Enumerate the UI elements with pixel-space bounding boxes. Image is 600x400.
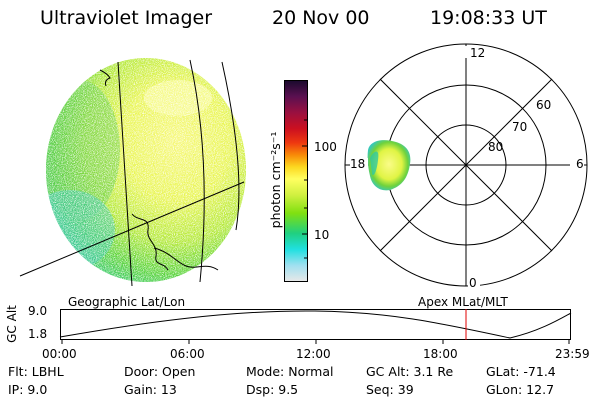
geographic-longitude: GLon: 12.7	[486, 382, 555, 397]
sequence-value: Seq: 39	[366, 382, 414, 397]
door-status: Door: Open	[124, 364, 196, 379]
timeline-xtick-1200: 12:00	[296, 347, 331, 361]
gain-value: Gain: 13	[124, 382, 177, 397]
lat-label-70: 70	[512, 120, 528, 134]
mlt-label-6: 6	[576, 157, 584, 171]
mlt-label-0: 0	[469, 276, 477, 290]
timeline-xtick-1800: 18:00	[423, 347, 458, 361]
timeline-yaxis-label: GC Alt	[5, 305, 19, 343]
polar-plot	[344, 43, 588, 289]
dsp-value: Dsp: 9.5	[246, 382, 299, 397]
colorbar-tick-100: 100	[314, 140, 337, 154]
timeline-right-label: Apex MLat/MLT	[418, 295, 508, 309]
colorbar-tick-10: 10	[314, 228, 330, 242]
timeline-left-label: Geographic Lat/Lon	[68, 295, 186, 309]
mode-value: Mode: Normal	[246, 364, 334, 379]
color-scale-bar	[284, 80, 308, 282]
timeline-xtick-0600: 06:00	[170, 347, 205, 361]
observation-time: 19:08:33 UT	[430, 7, 547, 29]
gc-altitude-value: GC Alt: 3.1 Re	[366, 364, 454, 379]
ip-value: IP: 9.0	[8, 382, 48, 397]
timeline-ymin: 1.8	[28, 327, 48, 341]
geographic-image	[19, 58, 246, 287]
colorbar-label: photon cm⁻²s⁻¹	[267, 131, 283, 229]
altitude-timeline	[59, 309, 572, 344]
mlt-label-18: 18	[350, 157, 366, 171]
filter-value: Flt: LBHL	[8, 364, 64, 379]
instrument-title: Ultraviolet Imager	[40, 7, 213, 29]
timeline-xtick-2359: 23:59	[555, 347, 590, 361]
geographic-latitude: GLat: -71.4	[486, 364, 556, 379]
observation-date: 20 Nov 00	[272, 7, 370, 29]
timeline-ymax: 9.0	[28, 304, 48, 318]
mlt-label-12: 12	[470, 46, 486, 60]
lat-label-60: 60	[536, 98, 552, 112]
timeline-xtick-0000: 00:00	[42, 347, 77, 361]
lat-label-80: 80	[488, 140, 504, 154]
